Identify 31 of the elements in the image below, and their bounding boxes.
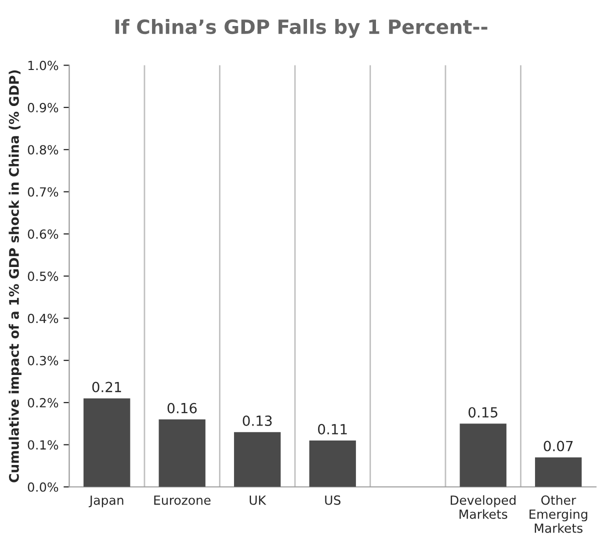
data-label: 0.15 bbox=[468, 407, 498, 418]
data-label: 0.21 bbox=[92, 382, 122, 392]
y-tick-label: 0.3% bbox=[28, 356, 58, 366]
y-tick-label: 0.9% bbox=[28, 102, 58, 112]
y-tick-label: 0.2% bbox=[28, 398, 58, 408]
x-tick-label: Developed Markets bbox=[450, 495, 516, 519]
y-tick-label: 0.8% bbox=[28, 145, 58, 155]
x-tick-label: Eurozone bbox=[154, 496, 211, 505]
y-tick-label: 0.1% bbox=[28, 440, 58, 450]
bar bbox=[84, 398, 130, 487]
data-label: 0.11 bbox=[318, 424, 347, 434]
y-axis-title: Cumulative impact of a 1% GDP shock in China (% GDP) bbox=[8, 70, 22, 482]
y-tick-label: 0.0% bbox=[28, 482, 58, 492]
y-tick-label: 0.6% bbox=[28, 229, 58, 239]
x-tick-label: Other Emerging Markets bbox=[530, 495, 588, 533]
bar bbox=[460, 424, 506, 487]
chart-title: If China’s GDP Falls by 1 Percent-- bbox=[115, 19, 488, 38]
bar bbox=[234, 432, 281, 487]
y-tick-label: 1.0% bbox=[28, 60, 58, 70]
data-label: 0.13 bbox=[242, 416, 272, 426]
y-tick-label: 0.7% bbox=[28, 187, 58, 197]
bar bbox=[309, 440, 356, 487]
x-tick-label: UK bbox=[250, 496, 266, 505]
y-tick-label: 0.5% bbox=[28, 272, 58, 282]
bar bbox=[158, 419, 206, 487]
data-label: 0.16 bbox=[168, 402, 197, 414]
x-tick-label: US bbox=[325, 495, 340, 505]
data-label: 0.07 bbox=[544, 440, 573, 452]
x-tick-label: Japan bbox=[88, 496, 124, 508]
y-tick-label: 0.4% bbox=[28, 314, 58, 324]
bar bbox=[535, 457, 582, 487]
